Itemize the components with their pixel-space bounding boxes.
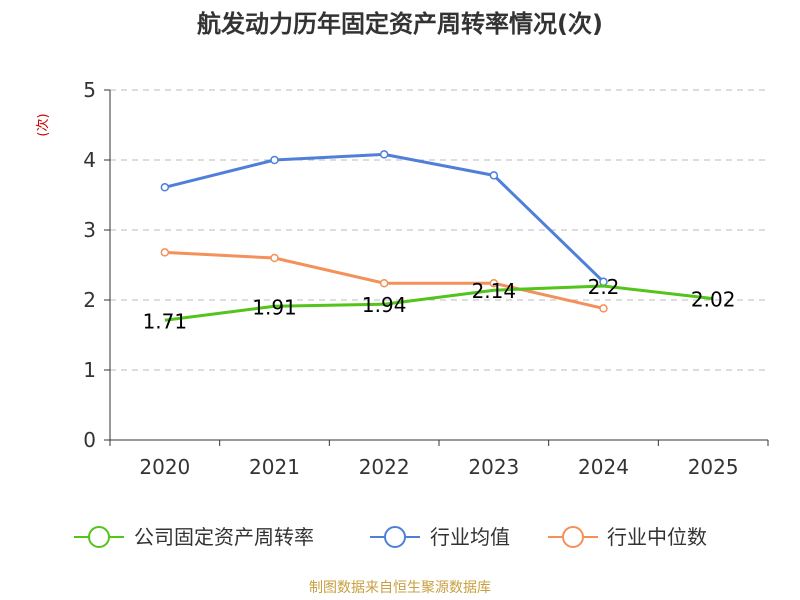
axes: 0 1 2 3 4 5 2020 2021 2022 2023 2024 2025 (83, 78, 769, 479)
legend-swatch-marker (384, 526, 406, 548)
y-axis-label: (次) (35, 113, 51, 136)
series-point (489, 171, 499, 180)
x-tick-label: 2024 (578, 455, 629, 479)
series-point (599, 304, 608, 313)
legend-swatch-marker (562, 526, 584, 548)
x-tick-label: 2022 (359, 455, 410, 479)
legend-label: 公司固定资产周转率 (134, 525, 314, 549)
series-line (164, 284, 714, 322)
y-tick-label: 2 (83, 288, 96, 312)
data-label: 1.91 (252, 295, 297, 319)
data-label: 1.94 (362, 293, 407, 317)
legend-swatch-marker (88, 526, 110, 548)
data-label: 2.02 (691, 288, 736, 312)
legend-label: 行业均值 (430, 525, 510, 549)
series (160, 150, 714, 322)
y-tick-label: 1 (83, 358, 96, 382)
series-point (379, 150, 389, 159)
series-point (270, 253, 279, 263)
y-tick-label: 3 (83, 218, 96, 242)
series-point (160, 248, 170, 257)
series-point (270, 155, 279, 165)
legend: 公司固定资产周转率 行业均值 行业中位数 (74, 525, 707, 549)
legend-label: 行业中位数 (607, 525, 707, 549)
grid-lines (110, 89, 768, 371)
series-line (164, 152, 605, 283)
data-label: 1.71 (143, 309, 188, 333)
data-label: 2.2 (588, 275, 620, 299)
series-point (160, 183, 170, 192)
data-labels: 1.71 1.91 1.94 2.14 2.2 2.02 (143, 275, 736, 333)
x-tick-label: 2025 (688, 455, 739, 479)
x-tick-label: 2023 (468, 455, 519, 479)
source-note: 制图数据来自恒生聚源数据库 (309, 580, 491, 596)
x-tick-label: 2020 (139, 455, 190, 479)
series-point (489, 278, 499, 288)
chart-title: 航发动力历年固定资产周转率情况(次) (197, 10, 603, 38)
x-tick-label: 2021 (249, 455, 300, 479)
y-tick-label: 5 (83, 78, 96, 102)
y-tick-label: 0 (83, 428, 96, 452)
data-label: 2.14 (472, 279, 517, 303)
series-point (379, 278, 389, 288)
y-tick-label: 4 (83, 148, 96, 172)
